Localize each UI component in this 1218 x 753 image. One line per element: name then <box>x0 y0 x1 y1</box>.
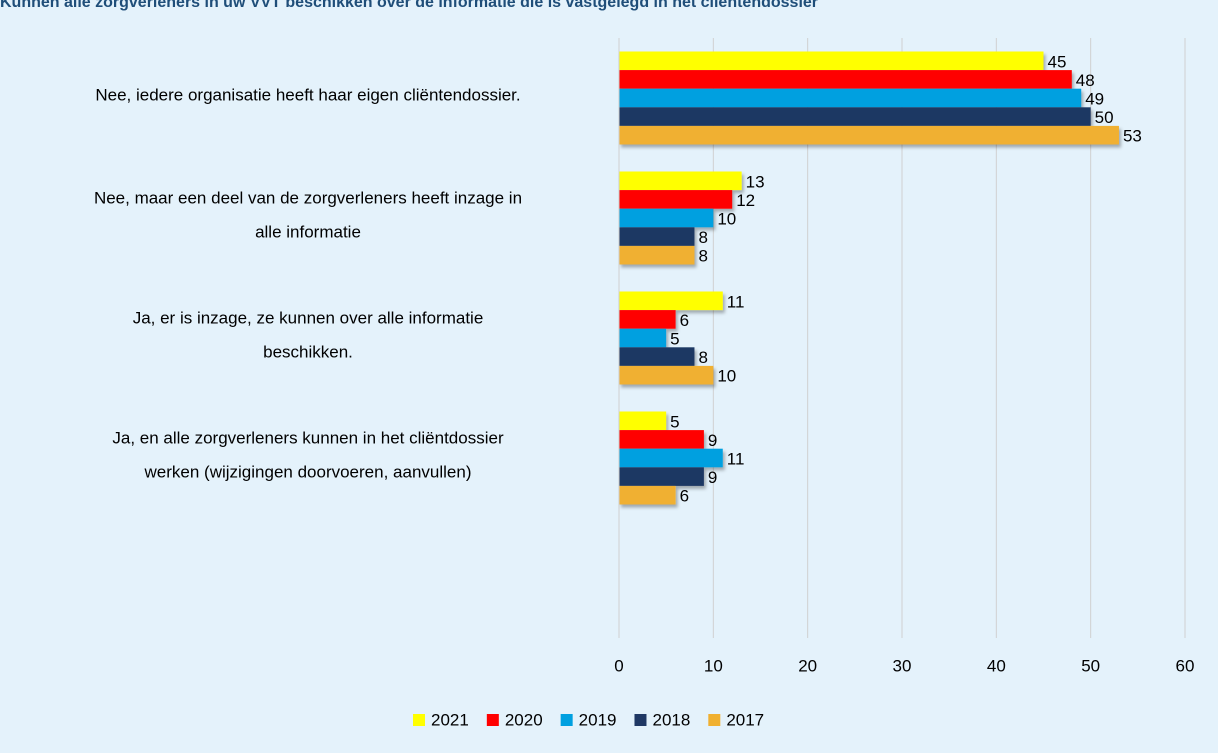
bar <box>619 291 723 311</box>
bar <box>619 125 1119 145</box>
value-label: 6 <box>680 487 689 506</box>
chart-title: Kunnen alle zorgverleners in uw VVT besc… <box>0 0 818 11</box>
bar <box>619 227 695 246</box>
bar <box>619 88 1082 108</box>
bar <box>619 208 714 228</box>
legend-label: 2020 <box>505 710 543 729</box>
legend-swatch <box>634 714 647 726</box>
bar <box>619 70 1072 89</box>
bar <box>619 430 704 449</box>
x-tick-label: 10 <box>704 656 723 675</box>
value-label: 11 <box>727 292 745 311</box>
legend-label: 2017 <box>726 710 764 729</box>
bar <box>619 245 695 265</box>
category-label: Ja, er is inzage, ze kunnen over alle in… <box>133 308 484 327</box>
bar <box>619 467 704 486</box>
value-label: 8 <box>698 348 707 367</box>
bar <box>619 448 723 468</box>
legend-swatch <box>708 714 721 726</box>
x-tick-label: 60 <box>1176 656 1195 675</box>
x-tick-label: 20 <box>798 656 817 675</box>
legend-label: 2018 <box>652 710 690 729</box>
bar <box>619 328 667 348</box>
x-tick-label: 40 <box>987 656 1006 675</box>
bar <box>619 347 695 366</box>
category-label: Nee, iedere organisatie heeft haar eigen… <box>95 85 520 104</box>
bar <box>619 107 1091 126</box>
value-label: 48 <box>1076 71 1095 90</box>
bar <box>619 411 667 431</box>
category-label: alle informatie <box>255 222 361 241</box>
bar <box>619 365 714 385</box>
legend-label: 2019 <box>579 710 617 729</box>
category-label: Nee, maar een deel van de zorgverleners … <box>94 188 522 207</box>
bars <box>619 51 1119 505</box>
value-label: 50 <box>1095 108 1114 127</box>
bar <box>619 171 742 191</box>
value-label: 11 <box>727 449 745 468</box>
bar <box>619 190 733 209</box>
value-label: 49 <box>1085 89 1104 108</box>
value-label: 5 <box>670 329 679 348</box>
category-label: beschikken. <box>263 342 353 361</box>
x-tick-label: 0 <box>614 656 623 675</box>
bar <box>619 51 1044 71</box>
x-tick-label: 30 <box>893 656 912 675</box>
value-label: 13 <box>746 172 765 191</box>
value-label: 8 <box>698 228 707 247</box>
value-label: 45 <box>1048 52 1067 71</box>
legend-swatch <box>413 714 425 726</box>
value-label: 10 <box>717 367 736 386</box>
category-label: Ja, en alle zorgverleners kunnen in het … <box>112 428 504 447</box>
value-label: 6 <box>680 311 689 330</box>
legend-swatch <box>486 714 499 726</box>
bar <box>619 310 676 329</box>
x-tick-label: 50 <box>1081 656 1100 675</box>
legend-swatch <box>560 714 573 726</box>
value-label: 9 <box>708 431 717 450</box>
value-label: 10 <box>717 209 736 228</box>
value-label: 12 <box>736 191 755 210</box>
legend-label: 2021 <box>431 710 469 729</box>
value-label: 5 <box>670 412 679 431</box>
value-label: 9 <box>708 468 717 487</box>
value-label: 8 <box>698 247 707 266</box>
bar <box>619 485 676 505</box>
value-label: 53 <box>1123 127 1142 146</box>
category-label: werken (wijzigingen doorvoeren, aanvulle… <box>144 462 472 481</box>
